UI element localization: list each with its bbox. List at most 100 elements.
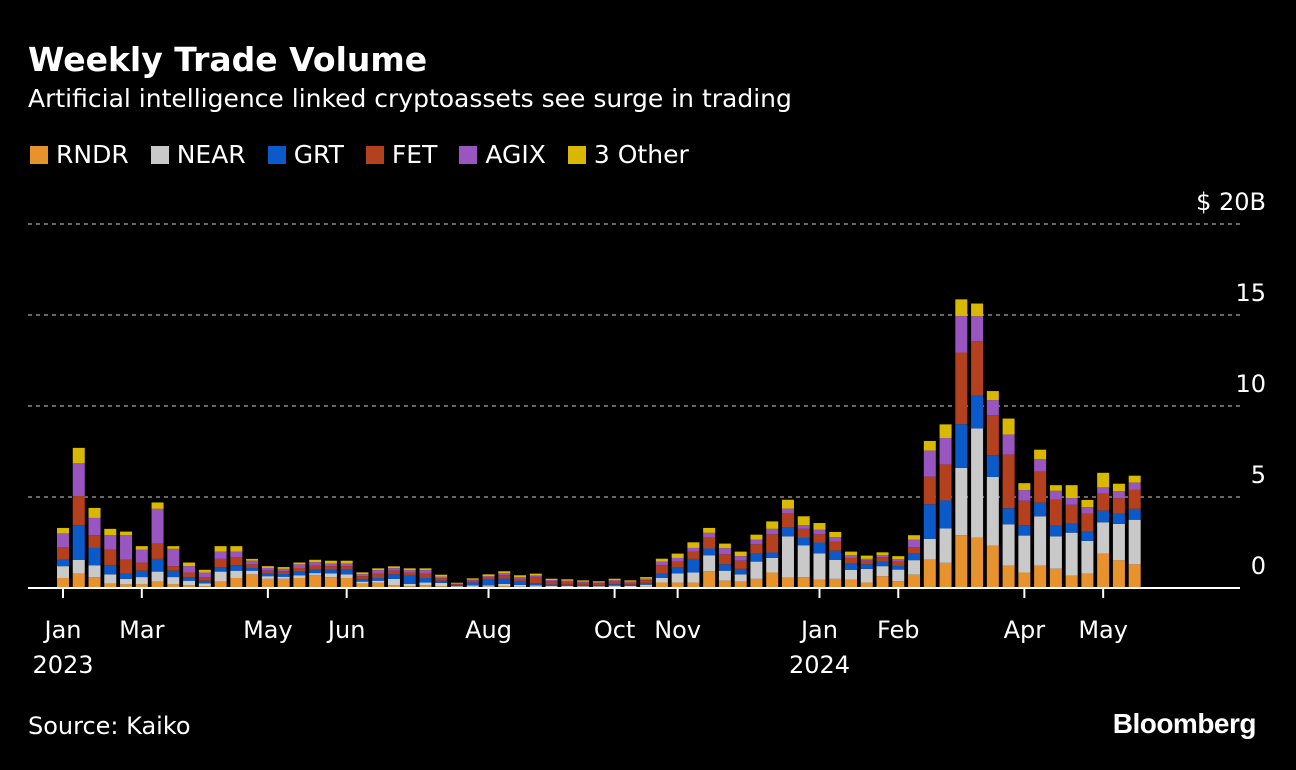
bar-segment-3-other <box>608 578 621 581</box>
bar-segment-agix <box>340 563 353 567</box>
bar-segment-fet <box>1018 500 1031 526</box>
bar-segment-rndr <box>261 578 274 588</box>
bar-segment-3-other <box>104 528 117 536</box>
bar-segment-near <box>687 572 700 583</box>
bar-segment-3-other <box>183 562 196 567</box>
legend-item-rndr: RNDR <box>30 140 129 169</box>
bar-segment-rndr <box>1097 553 1110 588</box>
bar-segment-near <box>939 528 952 563</box>
legend-swatch <box>459 145 478 164</box>
bar-segment-near <box>451 586 463 588</box>
bar-segment-3-other <box>1065 485 1078 499</box>
bar-segment-fet <box>529 576 542 584</box>
bar-segment-fet <box>797 528 810 538</box>
bar-segment-agix <box>482 576 495 578</box>
bar-segment-3-other <box>514 575 527 578</box>
bar-segment-grt <box>1034 502 1047 517</box>
x-tick-year: 2024 <box>789 651 850 679</box>
bar-segment-fet <box>120 559 133 574</box>
bar-segment-fet <box>403 572 416 576</box>
bar-segment-agix <box>57 533 69 548</box>
bar-segment-near <box>624 585 637 588</box>
bar-segment-grt <box>151 558 164 572</box>
bar-segment-fet <box>277 571 290 574</box>
bar-segment-agix <box>1081 507 1094 514</box>
bar-segment-3-other <box>451 582 463 584</box>
legend-swatch <box>267 145 286 164</box>
x-tick-label: Jun <box>326 616 366 644</box>
bar-segment-grt <box>183 577 196 581</box>
bar-segment-agix <box>151 508 164 544</box>
bar-segment-grt <box>293 571 306 576</box>
bar-segment-grt <box>529 583 542 586</box>
x-tick-label: Jan <box>799 616 838 644</box>
bar-segment-rndr <box>88 577 101 588</box>
bar-segment-3-other <box>277 567 290 569</box>
bar-segment-grt <box>955 424 968 468</box>
bar-segment-3-other <box>293 562 306 565</box>
bar-segment-fet <box>923 476 936 505</box>
bar-segment-grt <box>829 550 842 560</box>
bar-segment-3-other <box>955 299 968 317</box>
chart-title: Weekly Trade Volume <box>28 40 428 79</box>
bar-segment-3-other <box>482 574 495 577</box>
bar-segment-3-other <box>529 573 542 576</box>
bar-segment-agix <box>813 529 826 535</box>
bar-segment-agix <box>703 532 716 538</box>
bar-segment-fet <box>1049 499 1062 526</box>
bar-segment-near <box>845 569 857 580</box>
bar-segment-near <box>277 576 290 579</box>
bar-segment-fet <box>986 415 999 456</box>
bar-segment-fet <box>498 575 511 579</box>
x-tick-label: Mar <box>119 616 164 644</box>
bar-segment-grt <box>104 565 117 575</box>
bar-segment-fet <box>151 543 164 559</box>
bar-segment-near <box>482 585 495 587</box>
bar-segment-3-other <box>781 499 794 509</box>
bar-segment-agix <box>845 555 857 558</box>
bar-segment-3-other <box>120 531 133 536</box>
bar-segment-agix <box>167 548 180 567</box>
bar-segment-fet <box>1002 454 1015 509</box>
bar-segment-near <box>1018 535 1031 573</box>
bar-segment-3-other <box>1081 499 1094 508</box>
bar-segment-near <box>718 570 731 581</box>
bar-segment-grt <box>324 569 337 574</box>
bar-segment-grt <box>687 558 700 573</box>
bar-segment-grt <box>57 559 69 567</box>
bar-segment-agix <box>640 578 653 581</box>
bar-segment-fet <box>577 582 590 585</box>
bar-segment-grt <box>892 565 905 570</box>
bar-segment-grt <box>230 565 243 571</box>
bar-segment-agix <box>718 548 731 555</box>
bar-segment-agix <box>403 570 416 573</box>
bar-segment-rndr <box>703 571 716 588</box>
bar-segment-3-other <box>387 566 400 569</box>
bar-segment-3-other <box>435 574 448 577</box>
bar-segment-3-other <box>703 527 716 533</box>
bar-segment-fet <box>955 352 968 425</box>
bar-segment-rndr <box>387 585 400 588</box>
bar-segment-agix <box>766 528 779 535</box>
bar-segment-fet <box>624 582 637 585</box>
bar-segment-rndr <box>797 577 810 588</box>
bar-segment-3-other <box>923 440 936 451</box>
bar-segment-near <box>766 557 779 573</box>
bar-segment-near <box>671 573 684 583</box>
bar-segment-near <box>72 559 85 574</box>
bar-segment-agix <box>104 535 117 550</box>
bar-segment-3-other <box>167 546 180 549</box>
bar-segment-agix <box>561 580 574 582</box>
bar-segment-agix <box>1034 458 1047 472</box>
bar-segment-fet <box>1112 498 1125 514</box>
bar-segment-agix <box>545 579 558 582</box>
bar-segment-near <box>1065 532 1078 576</box>
bar-segment-fet <box>703 537 716 549</box>
bar-segment-3-other <box>750 534 763 540</box>
bar-segment-fet <box>482 577 495 580</box>
bar-segment-grt <box>167 570 180 578</box>
bar-segment-grt <box>608 584 621 586</box>
bar-segment-grt <box>214 567 227 572</box>
bar-segment-rndr <box>104 583 117 588</box>
